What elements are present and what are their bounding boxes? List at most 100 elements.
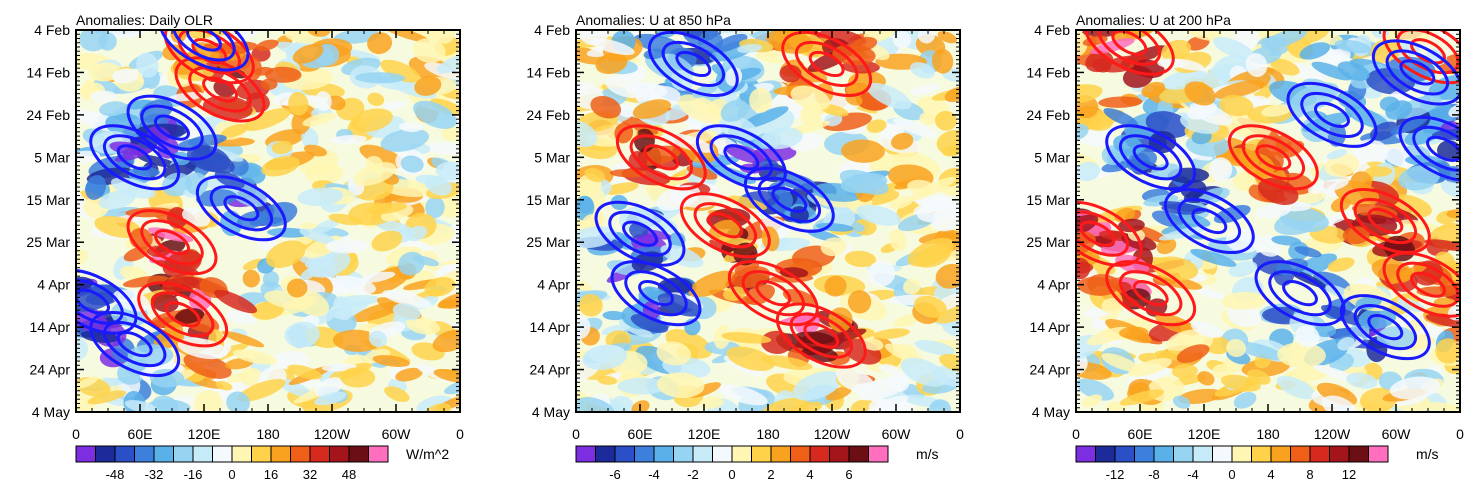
y-tick-label: 4 Feb: [1034, 22, 1070, 38]
contour-negative-2-2: [1286, 81, 1378, 148]
colorbar-tick-label: 6: [845, 467, 852, 482]
colorbar-tick-label: -12: [1106, 467, 1125, 482]
colorbar-swatch: [1134, 445, 1155, 463]
contour-negative-2-0: [223, 195, 260, 222]
colorbar-swatch: [1192, 445, 1213, 463]
colorbar-swatch: [75, 445, 96, 463]
contour-positive-1-0: [1079, 220, 1116, 247]
colorbar-swatch: [1309, 445, 1330, 463]
contour-positive-2-1: [629, 134, 694, 181]
y-tick-label: 5 Mar: [34, 149, 70, 165]
colorbar: -48 -32 -16 0 16 32 48 W/m^2: [75, 445, 449, 482]
y-tick-label: 14 Feb: [526, 64, 570, 80]
colorbar-swatch: [575, 445, 596, 463]
y-tick-label: 24 Feb: [1026, 107, 1070, 123]
colorbar-tick-label: 0: [228, 467, 235, 482]
contour-negative-6-0: [1367, 314, 1404, 341]
colorbar-swatch: [1075, 445, 1096, 463]
chart-panel-3: Anomalies: U at 200 hPa 4 Feb 14 Feb 24 Feb…: [1026, 12, 1464, 482]
contour-positive-3-1: [794, 40, 859, 88]
y-tick-label: 25 Mar: [26, 234, 70, 250]
colorbar-swatch: [751, 445, 772, 463]
contour-positive-3-0: [808, 50, 845, 78]
colorbar-tick-label: -48: [106, 467, 125, 482]
x-tick-label: 0: [72, 426, 80, 442]
x-tick-label: 180: [256, 426, 280, 442]
contour-negative-0-0: [1132, 144, 1169, 171]
colorbar-tick-label: -8: [1148, 467, 1160, 482]
colorbar-swatch: [1095, 445, 1116, 463]
contour-positive-3-1: [1241, 134, 1306, 181]
contour-negative-3-2: [158, 30, 250, 72]
colorbar-tick-label: 4: [1267, 467, 1274, 482]
contour-positive-0-0: [1111, 30, 1148, 56]
contour-negative-1-1: [709, 134, 774, 181]
contour-negative-1-1: [140, 104, 204, 151]
contour-negative-5-1: [102, 321, 167, 368]
colorbar-swatch: [1153, 445, 1174, 463]
x-tick-label: 180: [756, 426, 780, 442]
contour-negative-2-2: [743, 166, 835, 233]
contour-negative-2-1: [1300, 91, 1364, 138]
contour-positive-6-1: [1396, 261, 1460, 308]
x-tick-label: 0: [1456, 426, 1464, 442]
colorbar-swatch: [192, 445, 213, 463]
colorbar-swatch: [1329, 445, 1350, 463]
contour-positive-3-2: [781, 30, 873, 98]
colorbar-swatch: [1231, 445, 1252, 463]
y-tick-label: 14 Apr: [30, 319, 71, 335]
colorbar-swatch: [595, 445, 616, 463]
colorbar-swatch: [790, 445, 811, 463]
contour-positive-2-2: [163, 30, 255, 85]
x-tick-label: 60E: [1128, 426, 1153, 442]
contour-negative-4-0: [1282, 280, 1318, 307]
contour-positive-2-0: [643, 144, 680, 171]
colorbar-swatch: [1114, 445, 1135, 463]
colorbar-tick-label: -4: [648, 467, 660, 482]
colorbar-swatch: [134, 445, 155, 463]
contour-negative-3-1: [624, 270, 688, 317]
contour-positive-4-2: [1339, 187, 1431, 255]
x-tick-label: 0: [456, 426, 464, 442]
colorbar-swatch: [848, 445, 869, 463]
contour-positive-0-0: [707, 212, 744, 239]
colorbar-tick-label: 12: [1342, 467, 1356, 482]
y-tick-label: 15 Mar: [1026, 192, 1070, 208]
contour-negative-4-1: [1268, 270, 1332, 317]
y-tick-label: 14 Feb: [1026, 64, 1070, 80]
chart-title: Anomalies: Daily OLR: [76, 12, 213, 28]
contour-negative-3-1: [172, 30, 236, 62]
contour-positive-4-0: [1367, 207, 1404, 235]
contour-positive-3-2: [174, 56, 266, 123]
colorbar-swatch: [1251, 445, 1272, 463]
y-tick-label: 25 Mar: [1026, 234, 1070, 250]
y-tick-label: 25 Mar: [526, 234, 570, 250]
contour-positive-4-1: [789, 312, 854, 359]
x-tick-label: 60E: [628, 426, 653, 442]
x-tick-label: 60W: [882, 426, 912, 442]
contour-negative-5-1: [1412, 125, 1460, 172]
colorbar-swatch: [673, 445, 694, 463]
contour-positive-1-2: [1076, 200, 1143, 267]
colorbar-swatch: [173, 445, 194, 463]
contour-negative-4-0: [622, 220, 658, 247]
shaded-field: [576, 30, 960, 412]
y-tick-label: 5 Mar: [1034, 149, 1070, 165]
x-tick-label: 0: [956, 426, 964, 442]
colorbar-units: W/m^2: [406, 446, 449, 462]
x-tick-label: 0: [1072, 426, 1080, 442]
colorbar: -6 -4 -2 0 2 4 6 m/s: [575, 445, 939, 482]
colorbar-swatch: [692, 445, 713, 463]
contour-positive-2-2: [1105, 260, 1197, 327]
contour-positive-1-2: [137, 281, 229, 348]
x-tick-label: 60E: [128, 426, 153, 442]
contour-negative-3-1: [1385, 49, 1450, 96]
contour-negative-6-2: [1339, 294, 1431, 361]
colorbar-tick-label: -4: [1187, 467, 1199, 482]
colorbar: -12 -8 -4 0 4 8 12 m/s: [1075, 445, 1439, 482]
x-tick-label: 120E: [1188, 426, 1221, 442]
y-tick-label: 24 Feb: [26, 107, 70, 123]
contour-positive-1-1: [741, 270, 806, 317]
contour-positive-6-2: [1382, 251, 1460, 318]
